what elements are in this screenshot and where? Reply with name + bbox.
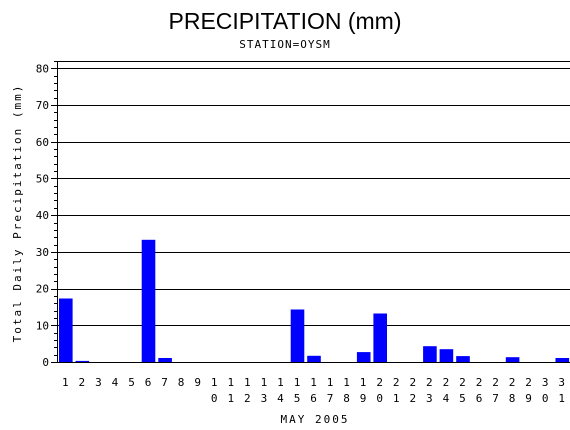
x-tick-label-day-8: 8 [178,376,185,389]
x-tick-label-day-11: 1 [227,376,234,389]
x-tick-label-day-14: 4 [277,392,284,405]
x-tick-label-day-24: 2 [443,376,450,389]
x-tick-label-day-6: 6 [145,376,152,389]
bar-day-7 [158,358,172,362]
bar-day-16 [307,355,321,362]
x-tick-label-day-25: 2 [459,376,466,389]
x-tick-label-day-1: 1 [62,376,69,389]
bar-day-25 [456,356,470,362]
bar-day-15 [290,309,305,362]
x-tick-label-day-13: 3 [261,392,268,405]
x-tick-label-day-9: 9 [194,376,201,389]
y-tick-label: 50 [36,173,49,186]
x-tick-label-day-10: 1 [211,376,218,389]
x-tick-label-day-23: 3 [426,392,433,405]
x-tick-label-day-28: 2 [509,376,516,389]
bar-day-20 [373,313,387,362]
x-tick-label-day-30: 0 [542,392,549,405]
y-tick-label: 20 [36,283,49,296]
x-tick-label-day-26: 6 [476,392,483,405]
bar-day-2 [75,360,90,362]
bars [59,239,570,362]
grid-lines [57,68,570,326]
x-tick-label-day-14: 1 [277,376,284,389]
x-tick-label-day-7: 7 [161,376,168,389]
x-tick-label-day-5: 5 [128,376,135,389]
x-tick-label-day-23: 2 [426,376,433,389]
x-tick-label-day-20: 0 [376,392,383,405]
x-tick-label-day-21: 1 [393,392,400,405]
y-tick-label: 10 [36,319,49,332]
y-tick-label: 0 [42,356,49,369]
bar-day-6 [141,239,156,362]
y-tick-label: 70 [36,99,49,112]
x-tick-label-day-4: 4 [112,376,119,389]
x-tick-label-day-18: 8 [343,392,350,405]
x-tick-label-day-28: 8 [509,392,516,405]
x-tick-label-day-29: 2 [525,376,532,389]
x-tick-label-day-18: 1 [343,376,350,389]
x-tick-label-day-22: 2 [409,392,416,405]
axes [51,61,570,363]
y-tick-label: 80 [36,62,49,75]
x-tick-label-day-16: 6 [310,392,317,405]
y-tick-label: 60 [36,136,49,149]
bar-day-1 [59,298,73,362]
x-tick-label-day-27: 2 [492,376,499,389]
x-tick-labels: 1 2 3 4 5 6 7 8 9 1011121314151617181920212223242… [62,376,565,405]
x-tick-label-day-26: 2 [476,376,483,389]
x-tick-label-day-10: 0 [211,392,218,405]
x-tick-label-day-2: 2 [78,376,85,389]
x-tick-label-day-15: 5 [294,392,301,405]
y-axis-label: Total Daily Precipitation (mm) [11,84,24,343]
bar-day-28 [505,357,520,362]
x-tick-label-day-12: 2 [244,392,251,405]
y-tick-label: 30 [36,246,49,259]
bar-day-24 [439,349,454,362]
x-tick-label-day-15: 1 [294,376,301,389]
x-tick-label-day-29: 9 [525,392,532,405]
x-tick-label-day-31: 1 [558,392,565,405]
x-tick-label-day-17: 7 [327,392,334,405]
x-tick-label-day-3: 3 [95,376,102,389]
x-tick-label-day-11: 1 [227,392,234,405]
x-tick-label-day-13: 1 [261,376,268,389]
x-tick-label-day-31: 3 [558,376,565,389]
x-tick-label-day-27: 7 [492,392,499,405]
x-tick-label-day-19: 9 [360,392,367,405]
y-tick-label: 40 [36,209,49,222]
x-tick-label-day-20: 2 [376,376,383,389]
x-tick-label-day-21: 2 [393,376,400,389]
x-tick-label-day-25: 5 [459,392,466,405]
chart-subtitle: STATION=OYSM [239,38,330,51]
bar-day-31 [555,358,570,362]
bar-day-19 [356,352,371,362]
y-tick-labels: 0 10 20 30 40 50 60 70 80 [36,62,49,369]
x-tick-label-day-16: 1 [310,376,317,389]
x-axis-label: MAY 2005 [281,413,350,426]
x-tick-label-day-19: 1 [360,376,367,389]
x-tick-label-day-22: 2 [409,376,416,389]
bar-day-23 [423,346,437,362]
x-tick-label-day-17: 1 [327,376,334,389]
x-tick-label-day-24: 4 [443,392,450,405]
x-tick-label-day-30: 3 [542,376,549,389]
chart-title: PRECIPITATION (mm) [169,8,402,34]
x-tick-label-day-12: 1 [244,376,251,389]
